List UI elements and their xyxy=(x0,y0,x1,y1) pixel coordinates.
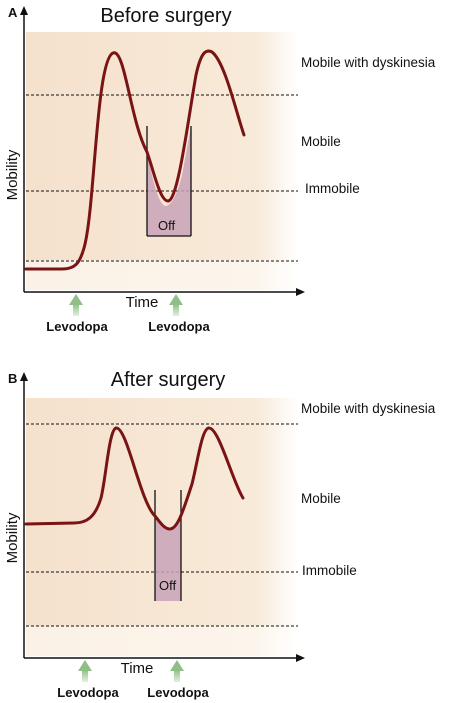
panel-a-levodopa-arrow-1 xyxy=(69,294,83,316)
panel-a-mobile-label: Mobile xyxy=(301,134,341,149)
arrow-shaft xyxy=(73,304,79,316)
panel-a-x-axis-arrowhead xyxy=(296,288,305,296)
panel-a-levodopa-label-2: Levodopa xyxy=(148,319,210,334)
panel-b-off-label: Off xyxy=(159,578,176,593)
panel-a-immobile-label: Immobile xyxy=(305,181,360,196)
panel-a-y-axis-arrowhead xyxy=(20,6,28,15)
arrow-shaft xyxy=(82,670,88,682)
panel-b: B After surgery Off Mobile with dyskines… xyxy=(4,369,436,700)
panel-b-letter: B xyxy=(8,371,17,386)
panel-b-y-label: Mobility xyxy=(4,512,21,563)
panel-a-x-label: Time xyxy=(126,294,159,311)
panel-a-dyskinesia-label: Mobile with dyskinesia xyxy=(301,55,436,70)
panel-b-immobile-label: Immobile xyxy=(302,563,357,578)
up-arrow-icon xyxy=(69,294,83,305)
panel-b-lower-zone xyxy=(26,626,298,656)
panel-b-levodopa-label-2: Levodopa xyxy=(147,685,209,700)
panel-b-mobile-label: Mobile xyxy=(301,491,341,506)
panel-a-y-label: Mobility xyxy=(4,149,21,200)
panel-b-mobility-curve xyxy=(24,426,245,531)
panel-b-levodopa-label-1: Levodopa xyxy=(57,685,119,700)
arrow-shaft xyxy=(173,304,179,316)
panel-a-off-label: Off xyxy=(158,218,175,233)
panel-a-lower-zone xyxy=(26,260,298,290)
panel-b-levodopa-arrow-2 xyxy=(170,660,184,682)
up-arrow-icon xyxy=(169,294,183,305)
panel-a-mobility-curve xyxy=(24,49,246,271)
panel-b-x-label: Time xyxy=(121,660,154,677)
panel-a-title: Before surgery xyxy=(100,5,231,27)
panel-a-levodopa-label-1: Levodopa xyxy=(46,319,108,334)
panel-b-x-axis-arrowhead xyxy=(296,654,305,662)
panel-b-dyskinesia-label: Mobile with dyskinesia xyxy=(301,401,436,416)
up-arrow-icon xyxy=(170,660,184,671)
arrow-shaft xyxy=(174,670,180,682)
panel-a-levodopa-arrow-2 xyxy=(169,294,183,316)
panel-b-y-axis-arrowhead xyxy=(20,372,28,381)
up-arrow-icon xyxy=(78,660,92,671)
panel-b-title: After surgery xyxy=(111,369,225,391)
panel-a: A Before surgery Off Mobile with dyskine… xyxy=(4,5,436,334)
panel-b-off-fill xyxy=(155,490,181,601)
panel-b-levodopa-arrow-1 xyxy=(78,660,92,682)
panel-a-letter: A xyxy=(8,5,18,20)
panel-a-off-fill xyxy=(147,126,191,236)
